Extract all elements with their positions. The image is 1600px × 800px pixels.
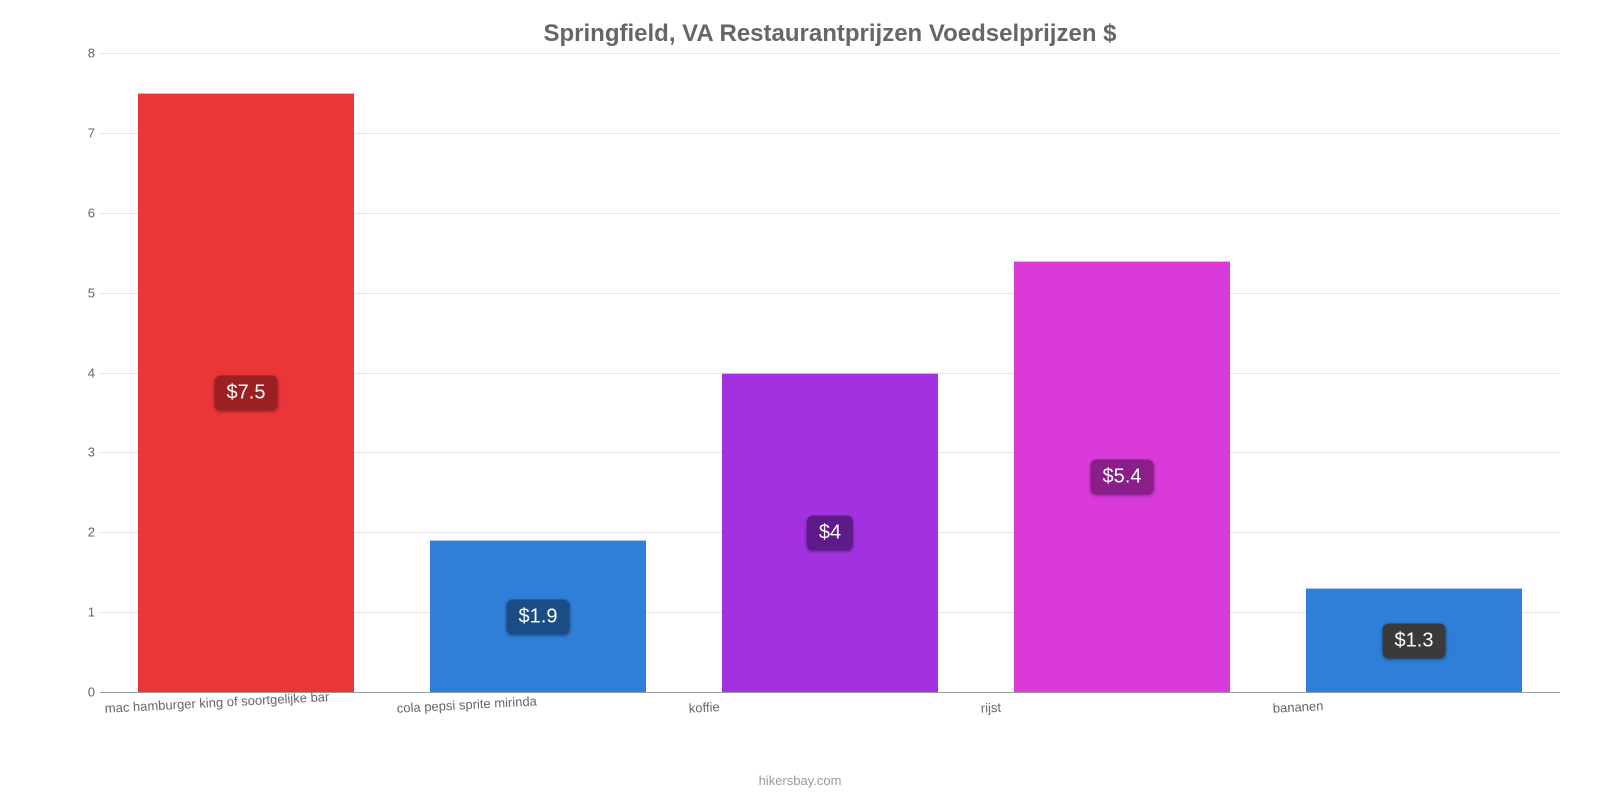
bar-slot: $4 [684,53,976,692]
y-tick: 5 [70,285,95,300]
y-tick: 8 [70,46,95,61]
x-axis-labels: mac hamburger king of soortgelijke barco… [100,693,1560,716]
bar-slot: $5.4 [976,53,1268,692]
y-tick: 6 [70,205,95,220]
bars-row: $7.5 $1.9 $4 $5.4 $1.3 [100,53,1560,692]
bar-slot: $7.5 [100,53,392,692]
bar: $1.9 [430,540,646,692]
plot-area: $7.5$1.9$4$5.4$1.3 012345678 [100,53,1560,693]
price-bar-chart: Springfield, VA Restaurantprijzen Voedse… [0,0,1600,800]
bar: $5.4 [1014,261,1230,692]
bar: $7.5 [138,93,354,692]
y-tick: 0 [70,685,95,700]
y-tick: 3 [70,445,95,460]
bar-value-label: $7.5 [215,375,278,410]
bar-value-label: $1.9 [507,599,570,634]
bar: $4 [722,373,938,693]
y-tick: 2 [70,525,95,540]
y-tick: 1 [70,605,95,620]
y-tick: 4 [70,365,95,380]
bar: $1.3 [1306,588,1522,692]
bar-slot: $1.9 [392,53,684,692]
bar-value-label: $1.3 [1383,623,1446,658]
chart-title: Springfield, VA Restaurantprijzen Voedse… [100,10,1560,53]
attribution-text: hikersbay.com [0,773,1600,788]
bar-value-label: $4 [807,515,853,550]
y-tick: 7 [70,125,95,140]
bar-value-label: $5.4 [1091,459,1154,494]
bar-slot: $1.3 [1268,53,1560,692]
